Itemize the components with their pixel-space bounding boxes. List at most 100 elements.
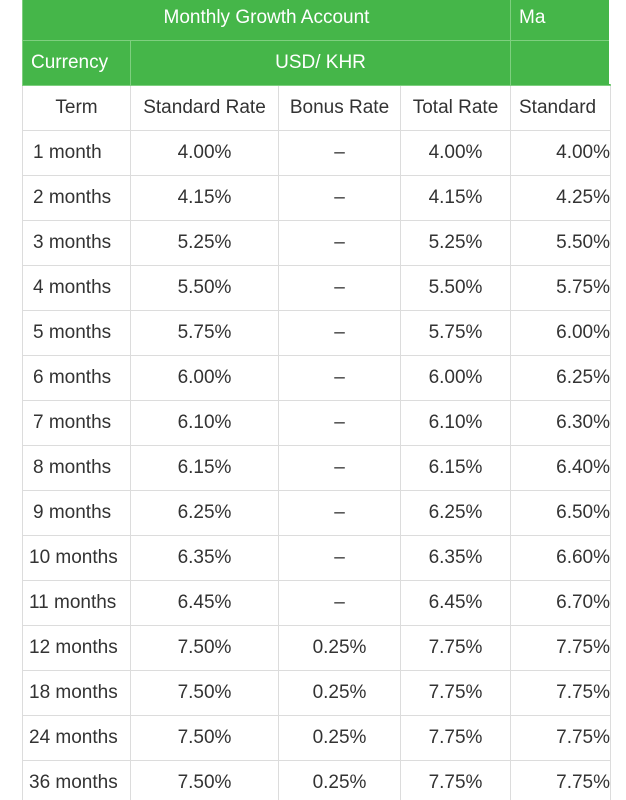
standard-rate-cell: 6.45% — [130, 580, 279, 626]
standard-rate-cell: 7.50% — [130, 760, 279, 800]
standard-rate-cell: 6.15% — [130, 445, 279, 491]
table-row: 8 months 6.15% –6.15% 6.40% — [22, 445, 611, 491]
standard-rate-cell: 4.00% — [130, 130, 279, 176]
standard-rate-cell: 6.10% — [130, 400, 279, 446]
currency-value: USD/ KHR — [130, 40, 511, 86]
table-row: 10 months 6.35% –6.35% 6.60% — [22, 535, 611, 581]
standard-rate-2-cell: 6.70% — [510, 580, 611, 626]
bonus-rate-cell: 0.25% — [278, 625, 401, 671]
total-rate-cell: 4.00% — [400, 130, 511, 176]
term-cell: 5 months — [22, 310, 131, 356]
bonus-rate-cell: – — [278, 265, 401, 311]
total-rate-cell: 5.75% — [400, 310, 511, 356]
rates-table: Monthly Growth Account Ma Currency USD/ … — [22, 0, 611, 800]
table-row: 1 month 4.00% –4.00% 4.00% — [22, 130, 611, 176]
standard-rate-2-cell: 6.25% — [510, 355, 611, 401]
total-rate-cell: 7.75% — [400, 625, 511, 671]
term-cell: 9 months — [22, 490, 131, 536]
standard-rate-2-cell: 6.50% — [510, 490, 611, 536]
total-rate-cell: 6.35% — [400, 535, 511, 581]
total-rate-cell: 6.10% — [400, 400, 511, 446]
term-cell: 18 months — [22, 670, 131, 716]
bonus-rate-cell: – — [278, 175, 401, 221]
column-header-row: Term Standard Rate Bonus Rate Total Rate… — [22, 85, 611, 131]
standard-rate-cell: 7.50% — [130, 715, 279, 761]
standard-rate-2-cell: 7.75% — [510, 760, 611, 800]
bonus-rate-cell: – — [278, 535, 401, 581]
col-header-term: Term — [22, 85, 131, 131]
table-row: 5 months 5.75% –5.75% 6.00% — [22, 310, 611, 356]
table-row: 18 months 7.50% 0.25% 7.75% 7.75% — [22, 670, 611, 716]
total-rate-cell: 5.50% — [400, 265, 511, 311]
table-row: 6 months 6.00% –6.00% 6.25% — [22, 355, 611, 401]
table-row: 12 months 7.50% 0.25% 7.75% 7.75% — [22, 625, 611, 671]
table-row: 11 months 6.45% –6.45% 6.70% — [22, 580, 611, 626]
table-row: 2 months 4.15% –4.15% 4.25% — [22, 175, 611, 221]
standard-rate-cell: 7.50% — [130, 625, 279, 671]
table-row: 36 months 7.50% 0.25% 7.75% 7.75% — [22, 760, 611, 800]
term-cell: 2 months — [22, 175, 131, 221]
standard-rate-2-cell: 6.00% — [510, 310, 611, 356]
standard-rate-2-cell: 4.25% — [510, 175, 611, 221]
total-rate-cell: 6.25% — [400, 490, 511, 536]
standard-rate-2-cell: 7.75% — [510, 670, 611, 716]
total-rate-cell: 4.15% — [400, 175, 511, 221]
standard-rate-cell: 6.25% — [130, 490, 279, 536]
standard-rate-cell: 5.75% — [130, 310, 279, 356]
term-cell: 3 months — [22, 220, 131, 266]
standard-rate-2-cell: 6.40% — [510, 445, 611, 491]
term-cell: 6 months — [22, 355, 131, 401]
standard-rate-2-cell: 7.75% — [510, 715, 611, 761]
total-rate-cell: 6.00% — [400, 355, 511, 401]
standard-rate-2-cell: 6.30% — [510, 400, 611, 446]
account-header-row: Monthly Growth Account Ma — [22, 0, 611, 41]
bonus-rate-cell: – — [278, 400, 401, 446]
term-cell: 8 months — [22, 445, 131, 491]
bonus-rate-cell: – — [278, 445, 401, 491]
total-rate-cell: 6.15% — [400, 445, 511, 491]
bonus-rate-cell: – — [278, 355, 401, 401]
term-cell: 12 months — [22, 625, 131, 671]
bonus-rate-cell: – — [278, 580, 401, 626]
bonus-rate-cell: – — [278, 490, 401, 536]
standard-rate-cell: 5.25% — [130, 220, 279, 266]
table-row: 3 months 5.25% –5.25% 5.50% — [22, 220, 611, 266]
term-cell: 11 months — [22, 580, 131, 626]
standard-rate-2-cell: 4.00% — [510, 130, 611, 176]
term-cell: 4 months — [22, 265, 131, 311]
total-rate-cell: 5.25% — [400, 220, 511, 266]
bonus-rate-cell: 0.25% — [278, 760, 401, 800]
account-title: Monthly Growth Account — [22, 0, 511, 41]
header-clip-mask — [609, 0, 626, 84]
term-cell: 24 months — [22, 715, 131, 761]
currency-value-secondary — [510, 40, 611, 86]
bonus-rate-cell: – — [278, 220, 401, 266]
total-rate-cell: 7.75% — [400, 760, 511, 800]
standard-rate-cell: 5.50% — [130, 265, 279, 311]
term-cell: 36 months — [22, 760, 131, 800]
col-header-total-rate: Total Rate — [400, 85, 511, 131]
table-row: 9 months 6.25% –6.25% 6.50% — [22, 490, 611, 536]
total-rate-cell: 7.75% — [400, 670, 511, 716]
currency-label: Currency — [22, 40, 131, 86]
standard-rate-2-cell: 5.50% — [510, 220, 611, 266]
table-row: 7 months 6.10% –6.10% 6.30% — [22, 400, 611, 446]
standard-rate-cell: 6.00% — [130, 355, 279, 401]
table-row: 4 months 5.50% –5.50% 5.75% — [22, 265, 611, 311]
standard-rate-2-cell: 5.75% — [510, 265, 611, 311]
standard-rate-2-cell: 6.60% — [510, 535, 611, 581]
standard-rate-cell: 7.50% — [130, 670, 279, 716]
col-header-bonus-rate: Bonus Rate — [278, 85, 401, 131]
standard-rate-2-cell: 7.75% — [510, 625, 611, 671]
total-rate-cell: 7.75% — [400, 715, 511, 761]
bonus-rate-cell: – — [278, 130, 401, 176]
bonus-rate-cell: – — [278, 310, 401, 356]
account-title-secondary: Ma — [510, 0, 611, 41]
term-cell: 1 month — [22, 130, 131, 176]
total-rate-cell: 6.45% — [400, 580, 511, 626]
bonus-rate-cell: 0.25% — [278, 715, 401, 761]
term-cell: 7 months — [22, 400, 131, 446]
table-row: 24 months 7.50% 0.25% 7.75% 7.75% — [22, 715, 611, 761]
col-header-standard-rate-2: Standard — [510, 85, 611, 131]
